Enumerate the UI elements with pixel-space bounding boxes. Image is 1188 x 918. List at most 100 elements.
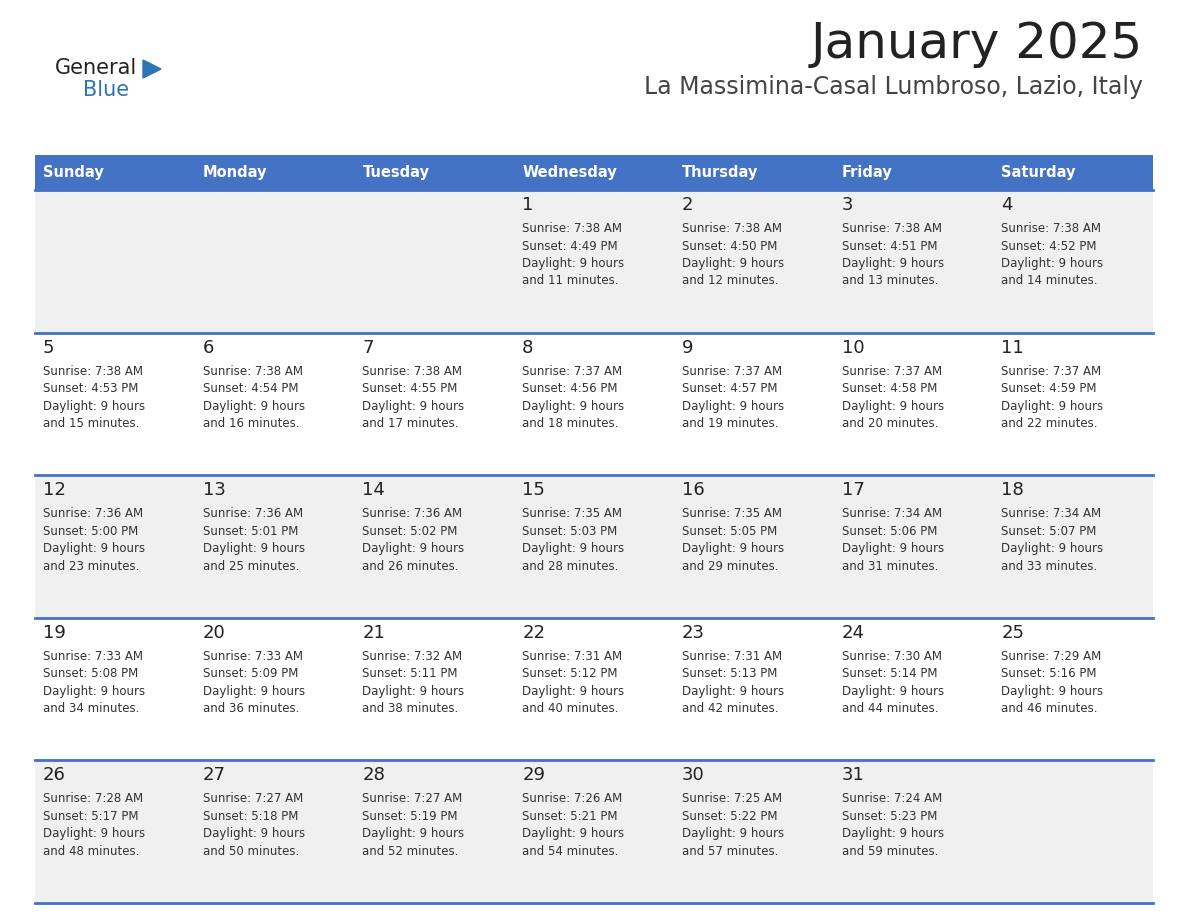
Text: Sunrise: 7:27 AM: Sunrise: 7:27 AM [362,792,462,805]
Text: Daylight: 9 hours: Daylight: 9 hours [362,827,465,840]
Text: Daylight: 9 hours: Daylight: 9 hours [362,685,465,698]
Text: Sunrise: 7:36 AM: Sunrise: 7:36 AM [43,508,143,521]
Text: Sunset: 4:55 PM: Sunset: 4:55 PM [362,382,457,395]
Text: Daylight: 9 hours: Daylight: 9 hours [841,399,943,412]
Text: 11: 11 [1001,339,1024,356]
Text: Sunset: 5:13 PM: Sunset: 5:13 PM [682,667,777,680]
Text: and 40 minutes.: and 40 minutes. [523,702,619,715]
Bar [195,476,354,618]
Bar [674,476,834,618]
Text: Sunset: 5:07 PM: Sunset: 5:07 PM [1001,525,1097,538]
Text: Sunset: 4:49 PM: Sunset: 4:49 PM [523,240,618,252]
Text: Sunrise: 7:24 AM: Sunrise: 7:24 AM [841,792,942,805]
Text: and 12 minutes.: and 12 minutes. [682,274,778,287]
Bar [993,760,1154,903]
Text: 5: 5 [43,339,55,356]
Text: Sunrise: 7:38 AM: Sunrise: 7:38 AM [203,364,303,377]
Text: Sunrise: 7:37 AM: Sunrise: 7:37 AM [841,364,942,377]
Text: Sunset: 5:12 PM: Sunset: 5:12 PM [523,667,618,680]
Bar [514,760,674,903]
Text: Sunrise: 7:38 AM: Sunrise: 7:38 AM [43,364,143,377]
Text: Daylight: 9 hours: Daylight: 9 hours [523,685,624,698]
Text: 27: 27 [203,767,226,784]
Text: Sunset: 5:16 PM: Sunset: 5:16 PM [1001,667,1097,680]
Text: Sunrise: 7:33 AM: Sunrise: 7:33 AM [203,650,303,663]
Text: 3: 3 [841,196,853,214]
Text: 30: 30 [682,767,704,784]
Text: and 59 minutes.: and 59 minutes. [841,845,939,858]
Text: 22: 22 [523,624,545,642]
Text: Daylight: 9 hours: Daylight: 9 hours [203,827,305,840]
Text: Monday: Monday [203,165,267,180]
Text: 9: 9 [682,339,694,356]
Text: Sunset: 4:54 PM: Sunset: 4:54 PM [203,382,298,395]
Text: Sunset: 5:06 PM: Sunset: 5:06 PM [841,525,937,538]
Text: Sunset: 5:21 PM: Sunset: 5:21 PM [523,810,618,823]
Text: 31: 31 [841,767,865,784]
Text: Sunset: 5:11 PM: Sunset: 5:11 PM [362,667,457,680]
Text: and 38 minutes.: and 38 minutes. [362,702,459,715]
Text: 8: 8 [523,339,533,356]
Bar [993,155,1154,190]
Text: 24: 24 [841,624,865,642]
Bar [834,190,993,332]
Bar [514,332,674,476]
Text: 26: 26 [43,767,65,784]
Text: and 28 minutes.: and 28 minutes. [523,560,619,573]
Text: and 52 minutes.: and 52 minutes. [362,845,459,858]
Text: and 31 minutes.: and 31 minutes. [841,560,939,573]
Text: Wednesday: Wednesday [523,165,617,180]
Text: Sunset: 4:57 PM: Sunset: 4:57 PM [682,382,777,395]
Text: Daylight: 9 hours: Daylight: 9 hours [203,399,305,412]
Text: Tuesday: Tuesday [362,165,429,180]
Text: Daylight: 9 hours: Daylight: 9 hours [523,543,624,555]
Text: and 19 minutes.: and 19 minutes. [682,417,778,431]
Text: 18: 18 [1001,481,1024,499]
Bar [34,760,195,903]
Text: Sunset: 4:58 PM: Sunset: 4:58 PM [841,382,937,395]
Text: La Massimina-Casal Lumbroso, Lazio, Italy: La Massimina-Casal Lumbroso, Lazio, Ital… [644,75,1143,99]
Text: and 15 minutes.: and 15 minutes. [43,417,139,431]
Text: Daylight: 9 hours: Daylight: 9 hours [203,543,305,555]
Text: Daylight: 9 hours: Daylight: 9 hours [682,399,784,412]
Text: Thursday: Thursday [682,165,758,180]
Text: and 25 minutes.: and 25 minutes. [203,560,299,573]
Bar [674,618,834,760]
Bar [514,618,674,760]
Text: Sunrise: 7:27 AM: Sunrise: 7:27 AM [203,792,303,805]
Bar [674,332,834,476]
Bar [993,190,1154,332]
Text: 7: 7 [362,339,374,356]
Bar [354,618,514,760]
Polygon shape [143,60,162,78]
Text: Daylight: 9 hours: Daylight: 9 hours [682,543,784,555]
Text: 17: 17 [841,481,865,499]
Bar [834,155,993,190]
Text: Blue: Blue [83,80,129,100]
Bar [674,190,834,332]
Bar [34,155,195,190]
Bar [674,155,834,190]
Text: Daylight: 9 hours: Daylight: 9 hours [362,399,465,412]
Text: Sunset: 5:03 PM: Sunset: 5:03 PM [523,525,618,538]
Text: Sunset: 5:05 PM: Sunset: 5:05 PM [682,525,777,538]
Text: and 34 minutes.: and 34 minutes. [43,702,139,715]
Bar [834,760,993,903]
Text: Sunrise: 7:38 AM: Sunrise: 7:38 AM [362,364,462,377]
Text: Sunrise: 7:28 AM: Sunrise: 7:28 AM [43,792,143,805]
Text: Sunrise: 7:35 AM: Sunrise: 7:35 AM [523,508,623,521]
Text: Sunrise: 7:33 AM: Sunrise: 7:33 AM [43,650,143,663]
Text: Sunset: 4:56 PM: Sunset: 4:56 PM [523,382,618,395]
Text: Sunset: 5:18 PM: Sunset: 5:18 PM [203,810,298,823]
Text: Sunrise: 7:37 AM: Sunrise: 7:37 AM [682,364,782,377]
Bar [354,760,514,903]
Bar [195,618,354,760]
Text: Sunrise: 7:31 AM: Sunrise: 7:31 AM [523,650,623,663]
Text: 14: 14 [362,481,385,499]
Text: 23: 23 [682,624,704,642]
Text: Sunrise: 7:34 AM: Sunrise: 7:34 AM [1001,508,1101,521]
Text: 28: 28 [362,767,385,784]
Text: 25: 25 [1001,624,1024,642]
Bar [34,190,195,332]
Bar [993,476,1154,618]
